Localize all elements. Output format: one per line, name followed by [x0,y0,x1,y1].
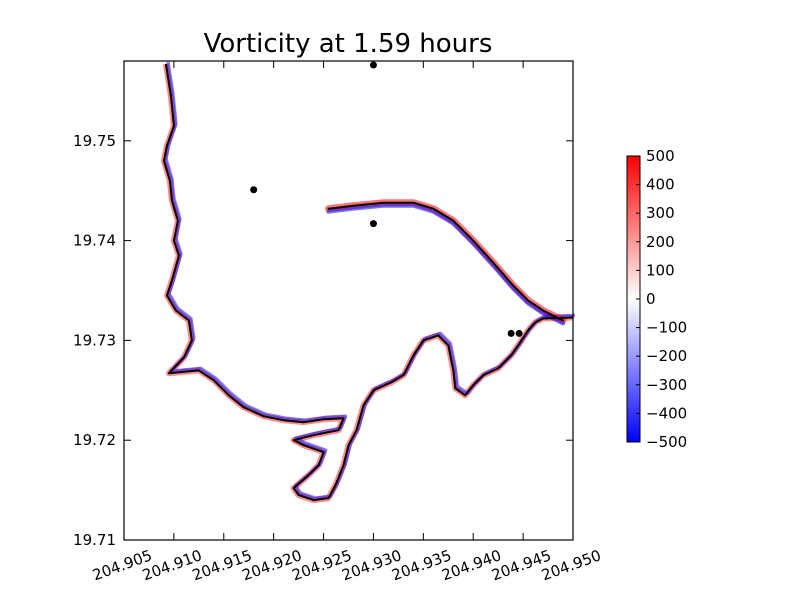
colorbar-tick-label: −400 [646,404,687,422]
chart-title: Vorticity at 1.59 hours [204,29,493,59]
breakwater-vorticity-negative [326,203,565,326]
gauge-marker-3 [369,220,377,228]
gauge-marker-2 [250,186,258,194]
y-tick-label: 19.74 [73,232,116,250]
gauge-marker-5 [515,329,523,337]
coastline-contour [162,63,574,502]
gauge-marker-4 [507,329,515,337]
colorbar-tick-label: 400 [646,176,675,194]
colorbar-tick-label: 300 [646,204,675,222]
plot-background [124,61,573,540]
colorbar-tick-label: 500 [646,147,675,165]
y-tick-label: 19.73 [73,331,116,349]
colorbar-tick-label: 100 [646,261,675,279]
y-axis: 19.71 19.72 19.73 19.74 19.75 [73,132,573,549]
breakwater-contour [327,201,564,322]
colorbar-tick-label: 200 [646,233,675,251]
colorbar-tick-label: −200 [646,347,687,365]
y-tick-label: 19.72 [73,431,116,449]
plot-frame [123,60,574,541]
colorbar-tick-label: −500 [646,433,687,451]
plot-area [123,60,576,541]
colorbar-tick-label: 0 [646,290,656,308]
colorbar-tick-label: −100 [646,319,687,337]
y-tick-label: 19.75 [73,132,116,150]
colorbar-tick-label: −300 [646,376,687,394]
y-tick-label: 19.71 [73,531,116,549]
colorbar: 500 400 300 200 100 0 −100 −200 −300 −400 −500 [626,147,687,451]
coastline-vorticity-negative [164,61,576,500]
